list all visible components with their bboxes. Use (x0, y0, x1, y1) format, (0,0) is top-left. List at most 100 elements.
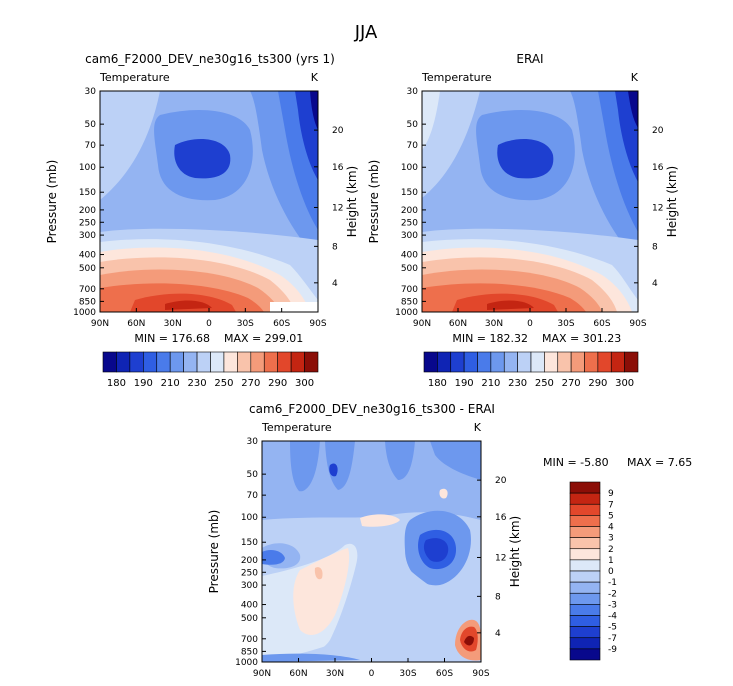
field-band-p1-c (439, 488, 448, 499)
field-band-p1-b (360, 514, 400, 527)
field-band-190 (295, 91, 318, 180)
panel-obs-variable: Temperature (421, 71, 492, 84)
x-tick-label: 30S (237, 319, 254, 329)
x-tick-label: 90S (472, 669, 489, 679)
x-tick-label: 30N (485, 319, 503, 329)
colorbar-label: 300 (615, 378, 634, 389)
colorbar-swatch (569, 626, 601, 639)
x-tick-label: 30S (399, 669, 416, 679)
colorbar-swatch (569, 559, 601, 572)
y-tick-label: 50 (247, 470, 259, 480)
colorbar-swatch (477, 351, 492, 373)
y-tick-label: 850 (79, 297, 96, 307)
y-tick-label: 1000 (395, 308, 418, 318)
pressure-axis-label: Pressure (mb) (367, 160, 381, 244)
colorbar-swatch (530, 351, 545, 373)
y-right-tick-label: 16 (652, 163, 664, 173)
x-tick-label: 30N (326, 669, 344, 679)
field-band-m3-b (325, 441, 355, 490)
field-band-p2-a (314, 567, 323, 580)
y-tick-label: 500 (241, 614, 258, 624)
colorbar-label: -5 (608, 623, 617, 633)
panel-model-units: K (311, 71, 319, 84)
y-right-tick-label: 8 (495, 592, 501, 602)
colorbar-swatch (610, 351, 625, 373)
field-cold-pool-inner (497, 139, 554, 179)
panel-diff-min: MIN = -5.80 (543, 456, 609, 469)
y-tick-label: 200 (79, 206, 96, 216)
colorbar-swatch (569, 648, 601, 661)
field-band-230 (100, 91, 160, 200)
colorbar-label: 300 (295, 378, 314, 389)
field-band-p1-a (293, 548, 350, 635)
field-cold-pool-inner (174, 139, 231, 179)
colorbar-swatch (569, 570, 601, 583)
y-tick-label: 50 (85, 120, 97, 130)
y-tick-label: 150 (241, 538, 258, 548)
field-band-300 (165, 300, 212, 310)
panel-diff-variable: Temperature (261, 421, 332, 434)
colorbar-label: -3 (608, 600, 617, 610)
x-tick-label: 90N (413, 319, 431, 329)
field-band-m3-a (290, 441, 320, 492)
field-band-m3-d (430, 441, 481, 480)
y-tick-label: 150 (79, 188, 96, 198)
field-band-300 (487, 300, 534, 310)
x-tick-label: 90N (253, 669, 271, 679)
panel-obs-axes: 90N 60N 30N 0 30S 60S 90S 30 50 70 100 150 200 250 300… (367, 87, 679, 329)
colorbar-swatch (503, 351, 518, 373)
colorbar-swatch (584, 351, 599, 373)
colorbar-swatch (557, 351, 572, 373)
colorbar-swatch (569, 581, 601, 594)
colorbar-label: 9 (608, 489, 614, 499)
colorbar-swatch (423, 351, 438, 373)
colorbar-swatch (597, 351, 612, 373)
colorbar-label: 290 (268, 378, 287, 389)
colorbar-label: 4 (608, 523, 614, 533)
y-right-tick-label: 12 (652, 203, 663, 213)
colorbar-swatch (116, 351, 131, 373)
colorbar-swatch (237, 351, 252, 373)
colorbar-swatch (210, 351, 225, 373)
panel-obs-field (422, 91, 638, 312)
y-tick-label: 400 (79, 251, 96, 261)
x-tick-label: 90N (91, 319, 109, 329)
colorbar-swatch (569, 492, 601, 505)
panel-obs-min: MIN = 182.32 (452, 332, 528, 345)
colorbar-label: -1 (608, 578, 617, 588)
y-tick-label: 1000 (73, 308, 96, 318)
field-band-190 (615, 91, 638, 182)
y-tick-label: 100 (401, 163, 418, 173)
y-tick-label: 500 (401, 264, 418, 274)
colorbar-label: 290 (588, 378, 607, 389)
field-band-p9-g (464, 635, 474, 646)
panel-model: cam6_F2000_DEV_ne30g16_ts300 (yrs 1) Tem… (45, 52, 359, 389)
colorbar-swatch (569, 604, 601, 616)
colorbar-swatch (250, 351, 265, 373)
colorbar-swatch (517, 351, 532, 373)
x-tick-label: 0 (206, 319, 212, 329)
panel-obs: ERAI Temperature K 90N 60N 30N 0 30S 60S 90S 30… (367, 52, 679, 389)
panel-model-field (100, 91, 318, 312)
colorbar-swatch (129, 351, 144, 373)
panel-model-variable: Temperature (99, 71, 170, 84)
y-tick-label: 150 (401, 188, 418, 198)
y-right-tick-label: 20 (495, 476, 507, 486)
y-tick-label: 70 (407, 141, 419, 151)
colorbar-label: 0 (608, 567, 614, 577)
y-tick-label: 30 (407, 87, 419, 97)
y-tick-label: 70 (85, 141, 97, 151)
colorbar-swatch (304, 351, 319, 373)
colorbar-label: 3 (608, 534, 614, 544)
panel-obs-max: MAX = 301.23 (542, 332, 621, 345)
panel-diff-field (262, 441, 481, 662)
field-band-180 (628, 91, 638, 128)
panel-obs-units: K (631, 71, 639, 84)
colorbar-label: 5 (608, 511, 614, 521)
colorbar-swatch (569, 637, 601, 650)
panel-diff-axes: 90N 60N 30N 0 30S 60S 90S 30 50 70 100 150 200 250 300… (207, 437, 522, 679)
colorbar-label: 250 (214, 378, 233, 389)
y-right-tick-label: 16 (332, 163, 344, 173)
